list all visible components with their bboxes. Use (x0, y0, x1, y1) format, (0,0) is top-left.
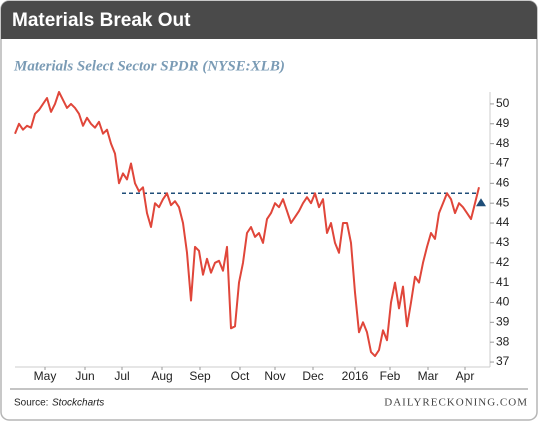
breakout-arrow (476, 198, 486, 207)
x-tick-label: Jul (114, 369, 129, 383)
y-tick-label: 39 (496, 314, 510, 328)
y-tick-label: 38 (496, 334, 510, 348)
x-tick-label: May (34, 369, 57, 383)
source-name: Stockcharts (52, 398, 104, 409)
x-tick-label: Mar (418, 369, 439, 383)
y-tick-label: 42 (496, 255, 510, 269)
subtitle: Materials Select Sector SPDR (NYSE:XLB) (13, 58, 285, 74)
source-prefix: Source: (14, 398, 48, 409)
y-tick-label: 41 (496, 275, 510, 289)
x-tick-label: Feb (380, 369, 401, 383)
x-tick-label: Dec (302, 369, 323, 383)
x-tick-label: Sep (189, 369, 211, 383)
y-tick-label: 45 (496, 195, 510, 209)
y-tick-label: 46 (496, 176, 510, 190)
y-tick-label: 47 (496, 156, 510, 170)
y-tick-label: 37 (496, 354, 510, 368)
price-line (14, 91, 480, 358)
x-tick-label: Apr (456, 369, 475, 383)
y-tick-label: 50 (496, 96, 510, 110)
x-tick-label: Oct (231, 369, 250, 383)
chart-title: Materials Break Out (12, 10, 191, 31)
x-tick-label: Aug (151, 369, 172, 383)
title-bar (1, 1, 537, 39)
y-tick-label: 40 (496, 295, 510, 309)
y-tick-label: 44 (496, 215, 510, 229)
y-tick-label: 48 (496, 136, 510, 150)
x-tick-label: 2016 (342, 369, 369, 383)
y-tick-label: 49 (496, 116, 510, 130)
x-tick-label: Nov (264, 369, 285, 383)
x-tick-label: Jun (75, 369, 94, 383)
brand: DAILYRECKONING.COM (384, 397, 528, 409)
y-tick-label: 43 (496, 235, 510, 249)
